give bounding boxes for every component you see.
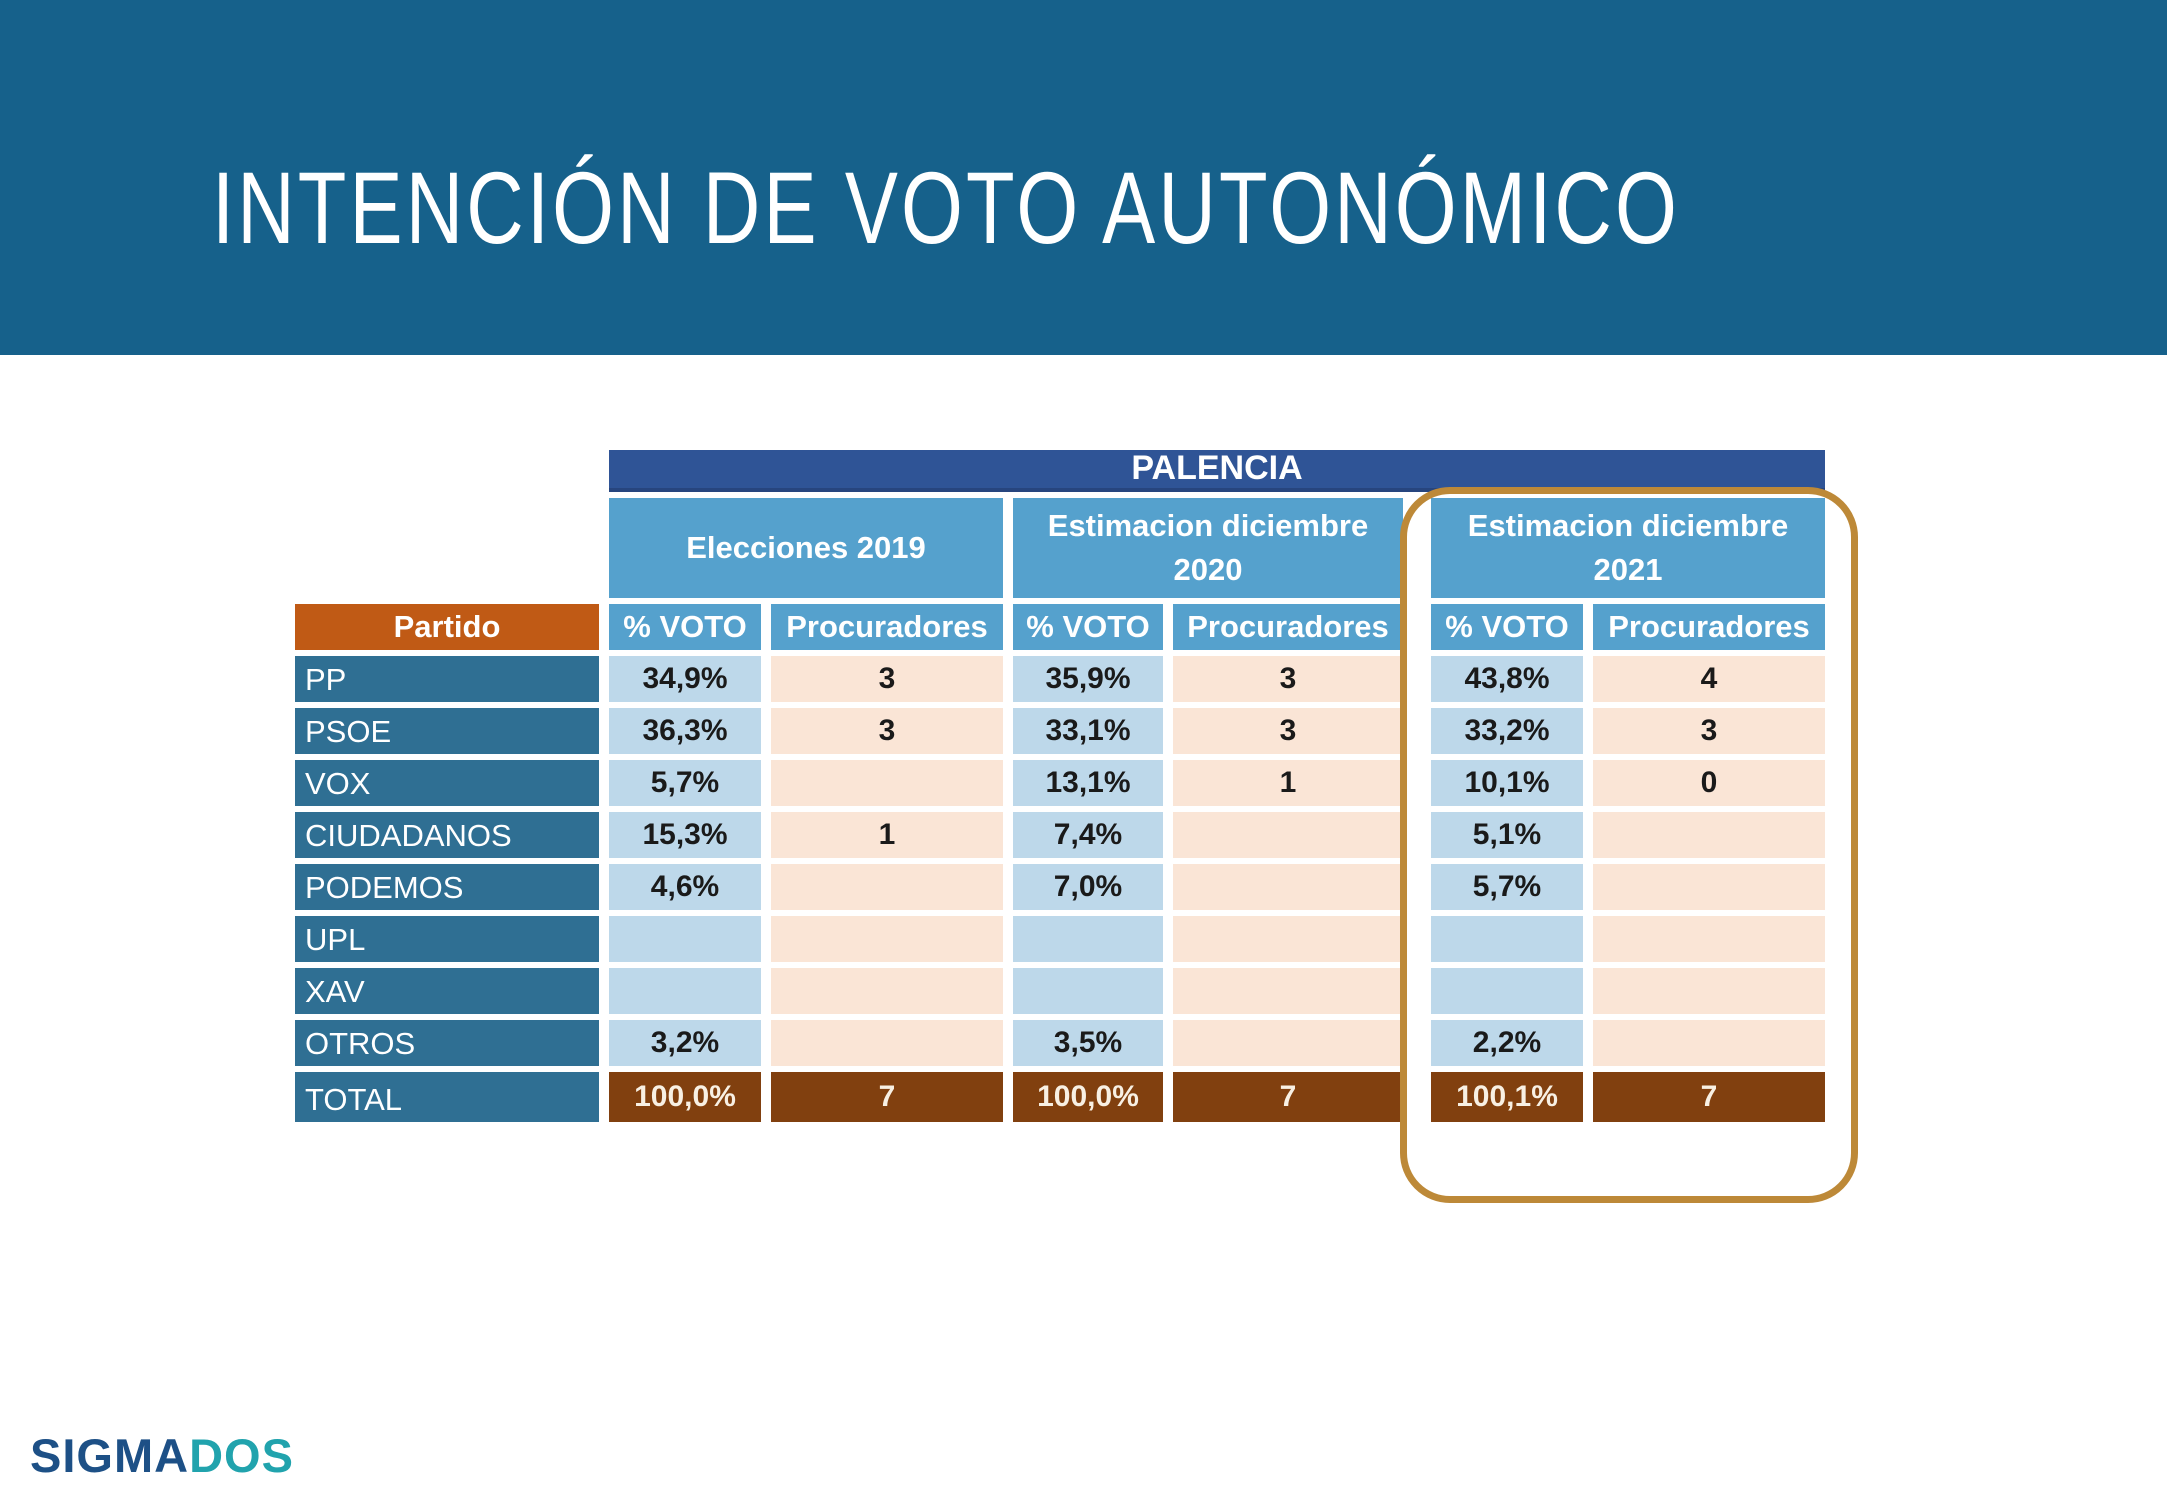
value-cell: 35,9% [1013, 656, 1163, 702]
value-cell: 4,6% [609, 864, 761, 910]
group-header-line: Estimacion diciembre [1047, 508, 1369, 543]
value-cell [1593, 968, 1825, 1014]
party-label: UPL [295, 916, 599, 962]
group-header-2021: Estimacion diciembre 2021 [1431, 498, 1825, 598]
group-header-2020: Estimacion diciembre 2020 [1013, 498, 1403, 598]
value-cell: 3,5% [1013, 1020, 1163, 1066]
subheader-voto-2020: % VOTO [1013, 604, 1163, 650]
value-cell: 5,1% [1431, 812, 1583, 858]
slide-title: INTENCIÓN DE VOTO AUTONÓMICO [212, 151, 1681, 265]
sigmados-logo: SIGMADOS [30, 1428, 294, 1483]
value-cell [1173, 968, 1403, 1014]
subheader-procuradores-2019: Procuradores [771, 604, 1003, 650]
value-cell: 5,7% [1431, 864, 1583, 910]
subheader-procuradores-2020: Procuradores [1173, 604, 1403, 650]
value-cell: 7,0% [1013, 864, 1163, 910]
subheader-voto-2021: % VOTO [1431, 604, 1583, 650]
value-cell [1593, 1020, 1825, 1066]
total-cell: 7 [771, 1072, 1003, 1122]
total-label: TOTAL [295, 1072, 599, 1122]
party-label: XAV [295, 968, 599, 1014]
value-cell [771, 916, 1003, 962]
group-header-2019: Elecciones 2019 [609, 498, 1003, 598]
value-cell: 1 [771, 812, 1003, 858]
value-cell: 3 [1593, 708, 1825, 754]
value-cell: 10,1% [1431, 760, 1583, 806]
value-cell: 13,1% [1013, 760, 1163, 806]
value-cell: 43,8% [1431, 656, 1583, 702]
value-cell [1173, 812, 1403, 858]
value-cell [1173, 1020, 1403, 1066]
party-label: OTROS [295, 1020, 599, 1066]
value-cell: 15,3% [609, 812, 761, 858]
value-cell [771, 864, 1003, 910]
region-header: PALENCIA [609, 449, 1825, 492]
party-label: CIUDADANOS [295, 812, 599, 858]
value-cell: 34,9% [609, 656, 761, 702]
party-label: PSOE [295, 708, 599, 754]
value-cell [771, 968, 1003, 1014]
total-cell: 7 [1593, 1072, 1825, 1122]
value-cell: 2,2% [1431, 1020, 1583, 1066]
value-cell [1013, 968, 1163, 1014]
party-label: PODEMOS [295, 864, 599, 910]
group-header-line: Estimacion diciembre [1467, 508, 1789, 543]
value-cell [1593, 812, 1825, 858]
subheader-procuradores-2021: Procuradores [1593, 604, 1825, 650]
group-header-line: Elecciones 2019 [686, 530, 926, 565]
value-cell [609, 968, 761, 1014]
title-banner: INTENCIÓN DE VOTO AUTONÓMICO [0, 0, 2167, 355]
value-cell: 36,3% [609, 708, 761, 754]
value-cell [1431, 968, 1583, 1014]
party-label: PP [295, 656, 599, 702]
partido-header: Partido [295, 604, 599, 650]
value-cell [1173, 864, 1403, 910]
value-cell [771, 760, 1003, 806]
value-cell: 3 [1173, 708, 1403, 754]
value-cell: 3 [771, 656, 1003, 702]
value-cell: 3,2% [609, 1020, 761, 1066]
value-cell [1593, 916, 1825, 962]
value-cell [1431, 916, 1583, 962]
value-cell [771, 1020, 1003, 1066]
value-cell: 3 [771, 708, 1003, 754]
logo-text-dos: DOS [189, 1429, 294, 1482]
value-cell: 1 [1173, 760, 1403, 806]
logo-text-sigma: SIGMA [30, 1429, 190, 1482]
value-cell: 0 [1593, 760, 1825, 806]
total-cell: 7 [1173, 1072, 1403, 1122]
value-cell [609, 916, 761, 962]
party-label: VOX [295, 760, 599, 806]
value-cell: 3 [1173, 656, 1403, 702]
value-cell [1593, 864, 1825, 910]
group-header-line: 2020 [1173, 552, 1243, 587]
total-cell: 100,0% [609, 1072, 761, 1122]
value-cell: 4 [1593, 656, 1825, 702]
value-cell: 33,2% [1431, 708, 1583, 754]
subheader-voto-2019: % VOTO [609, 604, 761, 650]
group-header-line: 2021 [1593, 552, 1663, 587]
value-cell [1173, 916, 1403, 962]
value-cell: 7,4% [1013, 812, 1163, 858]
total-cell: 100,1% [1431, 1072, 1583, 1122]
results-table: PALENCIA Elecciones 2019 Estimacion dici… [295, 449, 1825, 1122]
total-cell: 100,0% [1013, 1072, 1163, 1122]
value-cell: 33,1% [1013, 708, 1163, 754]
value-cell [1013, 916, 1163, 962]
value-cell: 5,7% [609, 760, 761, 806]
